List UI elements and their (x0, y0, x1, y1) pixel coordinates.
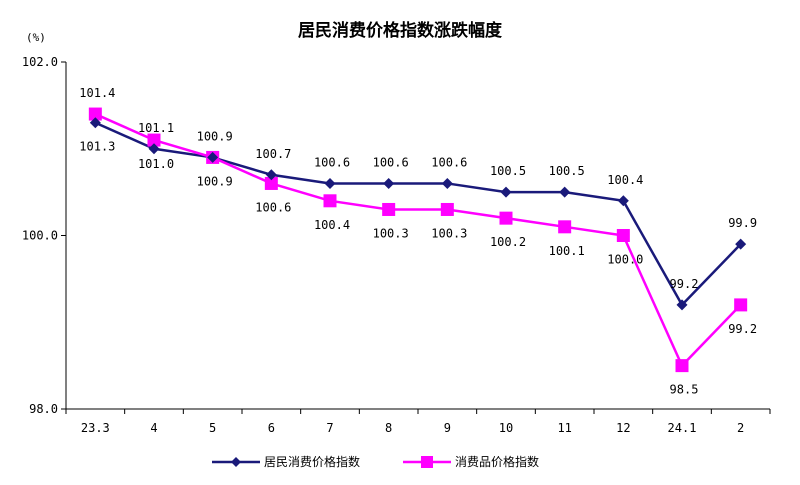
data-point-square (499, 211, 513, 225)
data-point-diamond (207, 151, 219, 163)
data-point-diamond (735, 238, 747, 250)
x-tick-label: 5 (209, 421, 216, 435)
data-point-square (88, 107, 102, 121)
data-label: 98.5 (670, 383, 699, 397)
data-label: 101.3 (79, 140, 115, 154)
data-point-square (616, 229, 630, 242)
y-tick-label: 100.0 (22, 229, 58, 243)
x-tick-label: 12 (616, 421, 630, 435)
data-point-diamond (676, 299, 688, 311)
data-label: 100.5 (549, 164, 585, 178)
data-label: 100.6 (373, 155, 409, 169)
x-tick-label: 6 (268, 421, 275, 435)
x-tick-label: 24.1 (668, 421, 697, 435)
data-point-diamond (559, 186, 571, 198)
data-point-square (147, 133, 161, 147)
data-point-diamond (324, 177, 336, 189)
data-label: 100.6 (255, 200, 291, 214)
data-label: 101.0 (138, 157, 174, 171)
data-label: 100.4 (607, 173, 643, 187)
data-point-diamond (500, 186, 512, 198)
data-label: 99.2 (670, 277, 699, 291)
x-tick-label: 4 (150, 421, 157, 435)
data-point-diamond (617, 195, 629, 207)
legend-marker-square (421, 456, 433, 468)
data-label: 100.9 (197, 174, 233, 188)
data-point-diamond (265, 169, 277, 181)
x-tick-label: 23.3 (81, 421, 110, 435)
x-tick-label: 10 (499, 421, 513, 435)
data-label: 100.5 (490, 164, 526, 178)
data-label: 100.0 (607, 253, 643, 267)
data-point-square (323, 194, 337, 208)
data-label: 100.7 (255, 147, 291, 161)
data-label: 100.2 (490, 235, 526, 249)
x-tick-label: 2 (737, 421, 744, 435)
data-label: 99.9 (728, 216, 757, 230)
x-tick-label: 7 (326, 421, 333, 435)
data-label: 100.9 (197, 129, 233, 143)
data-label: 101.1 (138, 121, 174, 135)
data-point-square (675, 359, 689, 373)
legend-marker-diamond (231, 457, 241, 467)
x-tick-label: 9 (444, 421, 451, 435)
legend-label: 居民消费价格指数 (264, 454, 360, 469)
data-label: 100.6 (431, 155, 467, 169)
data-point-square (558, 220, 572, 234)
data-label: 100.3 (373, 226, 409, 240)
data-point-square (440, 202, 454, 216)
data-point-square (382, 202, 396, 216)
data-point-diamond (383, 177, 395, 189)
legend-label: 消费品价格指数 (455, 454, 539, 469)
data-point-square (734, 298, 748, 312)
data-label: 100.4 (314, 218, 350, 232)
data-point-diamond (89, 117, 101, 129)
data-label: 100.1 (549, 244, 585, 258)
y-tick-label: 102.0 (22, 55, 58, 69)
data-label: 100.6 (314, 155, 350, 169)
data-point-diamond (441, 177, 453, 189)
data-label: 100.3 (431, 226, 467, 240)
data-label: 101.4 (79, 86, 115, 100)
series-line (94, 121, 742, 307)
x-tick-label: 11 (557, 421, 571, 435)
data-point-square (264, 176, 278, 190)
y-axis-unit: (%) (26, 31, 46, 44)
y-tick-label: 98.0 (29, 402, 58, 416)
x-tick-label: 8 (385, 421, 392, 435)
data-label: 99.2 (728, 322, 757, 336)
data-point-diamond (148, 143, 160, 155)
series-line (94, 112, 742, 368)
chart-title: 居民消费价格指数涨跌幅度 (298, 21, 502, 41)
